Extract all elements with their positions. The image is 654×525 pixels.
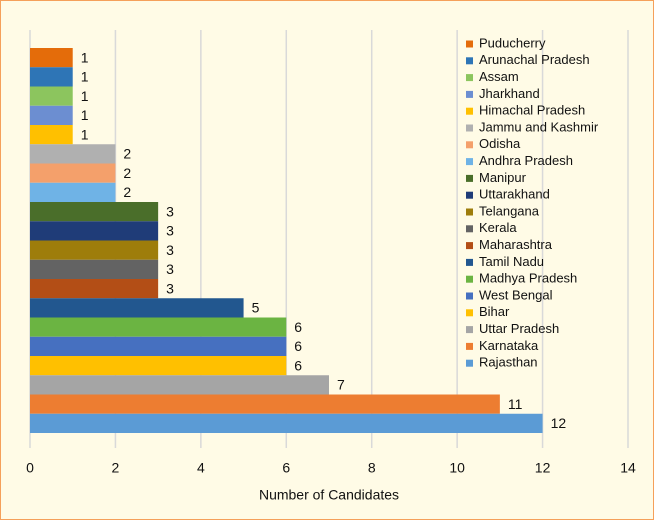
x-tick-label: 10 [449,460,465,476]
legend-swatch [466,158,473,166]
bar [30,144,116,164]
legend-swatch [466,292,473,300]
data-label: 2 [123,165,131,181]
legend-swatch [466,90,473,98]
legend-label: Rajasthan [479,355,538,370]
legend-label: Tamil Nadu [479,254,544,269]
legend-label: Andhra Pradesh [479,153,573,168]
legend-label: Odisha [479,136,521,151]
legend-swatch [466,208,473,216]
data-label: 1 [81,69,89,85]
data-label: 3 [166,261,174,277]
x-axis-label: Number of Candidates [259,487,399,503]
legend-label: Madhya Pradesh [479,271,577,286]
bar [30,356,287,376]
data-label: 6 [294,357,302,373]
legend-swatch [466,57,473,65]
data-label: 6 [294,338,302,354]
x-tick-label: 14 [620,460,636,476]
legend-swatch [466,107,473,115]
data-label: 5 [252,300,260,316]
legend-label: West Bengal [479,287,553,302]
x-tick-label: 4 [197,460,205,476]
bar [30,221,159,241]
data-label: 3 [166,223,174,239]
x-tick-label: 6 [282,460,290,476]
legend-swatch [466,191,473,199]
data-label: 12 [551,415,567,431]
bar [30,317,287,337]
bar [30,413,543,433]
legend-swatch [466,258,473,266]
bar [30,48,73,68]
legend-label: Himachal Pradesh [479,103,585,118]
bar [30,279,159,299]
legend-label: Kerala [479,220,517,235]
data-label: 2 [123,184,131,200]
bar [30,86,73,106]
legend-swatch [466,124,473,132]
data-label: 1 [81,107,89,123]
bar [30,125,73,145]
legend-swatch [466,174,473,182]
bar [30,105,73,125]
data-label: 1 [81,49,89,65]
x-tick-label: 12 [535,460,551,476]
legend-label: Bihar [479,304,510,319]
data-label: 3 [166,280,174,296]
bar [30,67,73,87]
legend-label: Jammu and Kashmir [479,119,599,134]
x-tick-label: 8 [368,460,376,476]
legend-swatch [466,326,473,334]
data-label: 3 [166,242,174,258]
legend-label: Maharashtra [479,237,553,252]
legend-label: Arunachal Pradesh [479,52,590,67]
bar [30,182,116,202]
legend-swatch [466,309,473,317]
legend-label: Manipur [479,170,527,185]
bar [30,375,329,395]
data-label: 11 [508,396,523,412]
data-label: 3 [166,203,174,219]
legend-swatch [466,141,473,149]
bar [30,240,159,260]
bar [30,163,116,183]
legend-label: Puducherry [479,35,546,50]
legend-label: Karnataka [479,338,539,353]
legend-swatch [466,242,473,250]
legend-label: Jharkhand [479,86,540,101]
data-label: 1 [81,126,89,142]
bar [30,298,244,318]
bar [30,336,287,356]
data-label: 7 [337,377,345,393]
legend-label: Telangana [479,203,540,218]
x-tick-label: 0 [26,460,34,476]
data-label: 2 [123,146,131,162]
data-label: 6 [294,319,302,335]
legend-swatch [466,40,473,48]
legend-label: Assam [479,69,519,84]
legend-swatch [466,275,473,283]
bar [30,259,159,279]
legend-swatch [466,225,473,233]
legend-swatch [466,359,473,367]
legend-swatch [466,342,473,350]
legend-label: Uttar Pradesh [479,321,559,336]
legend-label: Uttarakhand [479,187,550,202]
x-tick-label: 2 [112,460,120,476]
data-label: 1 [81,88,89,104]
legend-swatch [466,74,473,82]
bar [30,202,159,222]
bar [30,394,500,414]
